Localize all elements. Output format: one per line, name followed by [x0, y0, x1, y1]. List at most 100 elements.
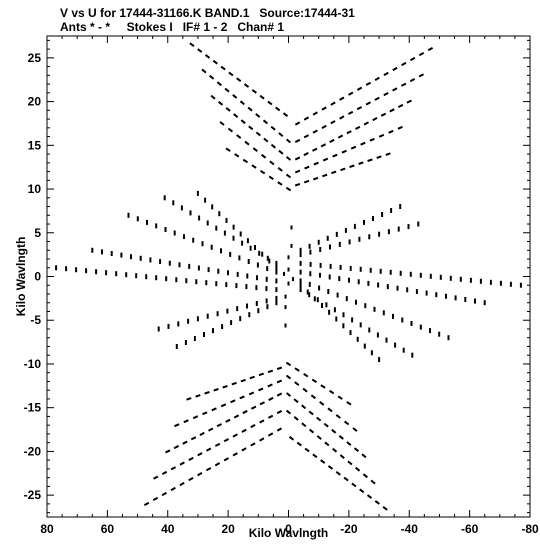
uv-track-south — [179, 461, 185, 466]
uv-track-south — [293, 398, 299, 404]
uv-track-south — [316, 416, 322, 422]
uv-track-south — [374, 500, 380, 505]
uv-track-south — [276, 410, 283, 415]
uv-track-south — [259, 419, 265, 424]
uv-track-south — [197, 452, 203, 457]
uv-track-south — [248, 391, 255, 396]
uv-track-south — [199, 431, 205, 436]
uv-track-south — [301, 422, 307, 428]
uv-track-north — [312, 176, 319, 181]
uv-track-south — [319, 401, 325, 406]
uv-track-north — [217, 101, 224, 106]
uv-track-north — [236, 134, 242, 139]
uv-track-north — [350, 145, 357, 150]
uv-track-north — [313, 161, 319, 166]
uv-track-south — [301, 404, 307, 410]
uv-track-north — [365, 81, 372, 86]
uv-track-north — [239, 100, 245, 106]
uv-track-north — [397, 103, 404, 108]
uv-track-north — [240, 119, 246, 125]
uv-track-north — [216, 81, 222, 87]
uv-track-north — [369, 137, 375, 142]
uv-track-north — [267, 100, 273, 106]
uv-track-north — [278, 149, 284, 155]
uv-track-north — [397, 125, 403, 130]
uv-track-south — [332, 447, 338, 453]
uv-track-north — [339, 96, 345, 101]
uv-track-south — [216, 423, 222, 428]
uv-track-south — [232, 433, 238, 438]
y-tick-label: -5 — [30, 313, 41, 327]
plot-marks — [55, 42, 522, 511]
uv-track-south — [205, 467, 212, 472]
uv-track-south — [239, 395, 245, 400]
uv-track-north — [383, 92, 389, 97]
uv-track-south — [152, 496, 159, 501]
uv-track-south — [190, 436, 197, 441]
uv-track-north — [251, 89, 257, 94]
uv-track-north — [365, 101, 371, 106]
uv-track-south — [382, 505, 388, 511]
uv-track-north — [243, 83, 250, 88]
y-tick-label: 5 — [34, 226, 41, 240]
x-tick-label: -40 — [401, 522, 419, 536]
uv-track-north — [227, 127, 234, 133]
uv-track-south — [346, 401, 352, 406]
uv-track-north — [209, 74, 215, 80]
uv-track-north — [248, 125, 254, 131]
uv-track-north — [392, 87, 398, 92]
uv-track-south — [211, 407, 217, 412]
uv-track-south — [308, 410, 314, 416]
uv-track-south — [353, 447, 360, 452]
uv-track-south — [267, 369, 274, 374]
uv-track-north — [347, 110, 354, 115]
x-tick-label: -20 — [340, 522, 358, 536]
uv-track-north — [259, 169, 266, 175]
uv-track-south — [170, 486, 176, 492]
uv-track-south — [320, 459, 326, 464]
uv-track-north — [234, 153, 240, 158]
plot-frame — [46, 35, 531, 518]
uv-track-north — [225, 147, 231, 152]
uv-track-south — [294, 381, 300, 386]
uv-track-south — [240, 378, 246, 383]
uv-track-south — [267, 414, 274, 419]
uv-track-north — [268, 175, 274, 181]
uv-track-south — [250, 424, 256, 429]
y-tick-label: 20 — [28, 95, 42, 109]
y-tick-label: -25 — [24, 488, 42, 502]
uv-track-south — [359, 488, 365, 494]
uv-track-south — [343, 476, 349, 482]
uv-track-south — [259, 437, 265, 442]
uv-track-south — [225, 418, 231, 423]
x-tick-label: 20 — [221, 522, 235, 536]
uv-track-north — [294, 138, 301, 143]
uv-track-north — [282, 112, 289, 117]
uv-track-south — [241, 447, 247, 452]
uv-track-north — [251, 164, 257, 169]
uv-track-north — [427, 47, 434, 52]
uv-track-north — [263, 137, 269, 143]
uv-track-north — [355, 125, 361, 130]
uv-track-south — [327, 407, 333, 413]
uv-track-south — [206, 447, 212, 452]
uv-track-north — [201, 68, 207, 74]
uv-track-south — [250, 442, 256, 447]
uv-track-south — [351, 482, 357, 488]
uv-track-south — [320, 384, 326, 389]
uv-track-south — [182, 440, 188, 445]
uv-track-north — [320, 143, 327, 148]
uv-track-south — [303, 372, 309, 378]
uv-track-south — [285, 374, 292, 380]
uv-track-north — [356, 86, 363, 91]
uv-track-south — [188, 456, 194, 461]
uv-track-north — [260, 153, 267, 159]
uv-track-south — [161, 470, 168, 475]
uv-track-south — [165, 449, 171, 454]
uv-track-south — [233, 414, 240, 419]
uv-track-south — [296, 441, 302, 447]
uv-track-north — [380, 112, 387, 117]
uv-track-north — [262, 119, 269, 125]
uv-track-north — [312, 111, 318, 116]
